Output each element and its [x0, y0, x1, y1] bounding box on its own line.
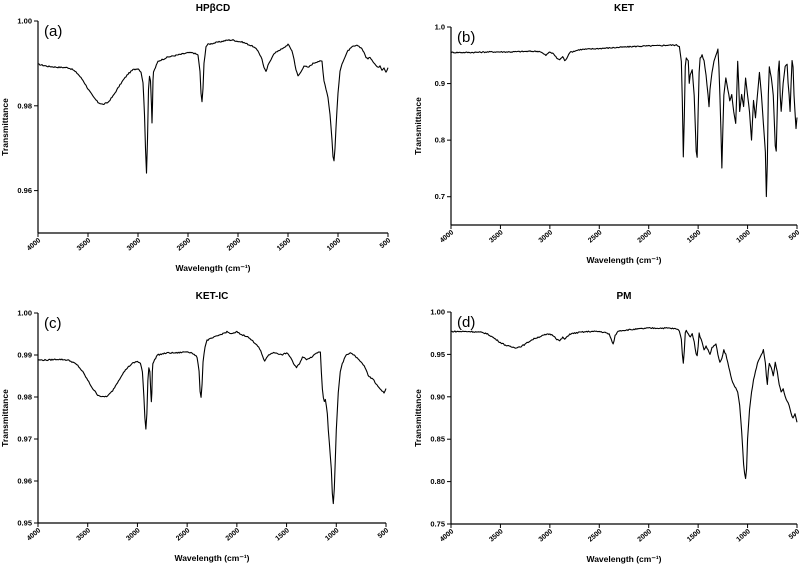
y-tick-label: 0.99 [17, 351, 32, 360]
panel-title: HPβCD [196, 3, 230, 14]
panel-title: KET-IC [196, 291, 229, 302]
y-tick-label: 1.00 [17, 17, 32, 26]
x-tick-label: 1000 [324, 527, 341, 542]
panel-letter: (a) [44, 23, 62, 40]
x-axis-label: Wavelength (cm⁻¹) [174, 553, 249, 563]
y-tick-label: 0.7 [435, 192, 445, 201]
x-tick-label: 1000 [735, 528, 752, 543]
x-tick-label: 2500 [587, 528, 604, 543]
x-tick-label: 500 [379, 237, 393, 250]
y-tick-label: 0.80 [430, 477, 445, 486]
y-tick-label: 0.85 [430, 435, 445, 444]
x-axis-label: Wavelength (cm⁻¹) [175, 263, 250, 273]
spectrum-line [450, 326, 798, 480]
x-tick-label: 3000 [126, 237, 143, 252]
x-tick-label: 1500 [686, 528, 703, 543]
y-tick-label: 1.00 [430, 308, 445, 317]
y-tick-label: 0.90 [430, 392, 445, 401]
x-tick-label: 3000 [125, 527, 142, 542]
y-axis-label: Transmittance [413, 389, 423, 447]
panel-c: 0.95 0.96 0.97 0.98 0.99 1.00 4000 3500 3000 2500… [0, 291, 390, 563]
panel-title: KET [614, 3, 634, 14]
x-tick-label: 2500 [587, 229, 604, 244]
y-tick-label: 1.0 [435, 23, 445, 32]
x-tick-label: 1500 [686, 229, 703, 244]
x-axis-label: Wavelength (cm⁻¹) [586, 554, 661, 564]
x-tick-label: 4000 [26, 527, 43, 542]
panel-letter: (c) [44, 315, 62, 332]
y-tick-label: 0.98 [17, 101, 32, 110]
panel-title: PM [617, 291, 632, 302]
x-tick-label: 2000 [637, 528, 654, 543]
x-tick-label: 2500 [175, 527, 192, 542]
y-tick-label: 0.95 [17, 519, 32, 528]
spectrum-line [37, 330, 387, 505]
y-tick-label: 0.9 [435, 79, 445, 88]
y-tick-label: 0.8 [435, 136, 445, 145]
panel-b: 0.7 0.8 0.9 1.0 4000 3500 3000 2500 2000 1500 1000… [413, 3, 799, 265]
y-tick-label: 0.96 [17, 186, 32, 195]
spectrum-line [450, 44, 798, 198]
x-tick-label: 2500 [176, 237, 193, 252]
x-tick-label: 1500 [276, 237, 293, 252]
x-tick-label: 2000 [637, 229, 654, 244]
x-tick-label: 3000 [538, 229, 555, 244]
panel-letter: (b) [457, 29, 475, 46]
x-tick-label: 4000 [439, 528, 456, 543]
panel-a: 0.96 0.98 1.00 4000 3500 3000 2500 2000 1500 1000… [0, 3, 392, 273]
x-tick-label: 500 [788, 528, 799, 541]
panel-d: 0.75 0.80 0.85 0.90 0.95 1.00 4000 3500 3000 2500… [413, 291, 799, 564]
y-tick-label: 0.95 [430, 350, 445, 359]
y-tick-label: 0.97 [17, 435, 32, 444]
x-tick-label: 4000 [439, 229, 456, 244]
panel-letter: (d) [457, 314, 475, 331]
y-tick-label: 0.96 [17, 477, 32, 486]
y-tick-label: 0.98 [17, 393, 32, 402]
x-tick-label: 4000 [26, 237, 43, 252]
y-axis-label: Transmittance [0, 98, 10, 156]
x-tick-label: 2000 [226, 237, 243, 252]
y-tick-label: 1.00 [17, 309, 32, 318]
spectrum-line [37, 39, 389, 174]
x-tick-label: 3500 [76, 527, 93, 542]
y-axis-label: Transmittance [0, 389, 10, 447]
x-tick-label: 2000 [225, 527, 242, 542]
x-tick-label: 1000 [735, 229, 752, 244]
x-tick-label: 500 [377, 527, 391, 540]
x-tick-label: 1000 [326, 237, 343, 252]
x-tick-label: 3500 [488, 229, 505, 244]
x-tick-label: 3500 [76, 237, 93, 252]
x-tick-label: 3000 [538, 528, 555, 543]
y-axis-label: Transmittance [413, 97, 423, 155]
x-tick-label: 3500 [488, 528, 505, 543]
y-tick-label: 0.75 [430, 520, 445, 529]
x-axis-label: Wavelength (cm⁻¹) [586, 255, 661, 265]
x-tick-label: 1500 [274, 527, 291, 542]
x-tick-label: 500 [788, 229, 799, 242]
